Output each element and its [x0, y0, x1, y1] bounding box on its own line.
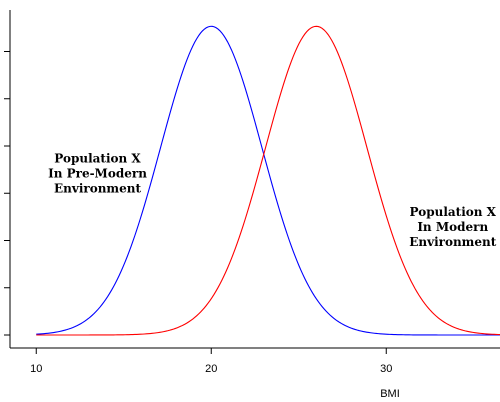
series-line-0: [36, 25, 500, 336]
series-layer: [36, 25, 500, 336]
x-tick-label-0: 10: [30, 363, 42, 375]
y-ticks: [4, 51, 10, 336]
axes: 10 20 30: [4, 10, 500, 375]
x-tick-label-1: 20: [205, 363, 217, 375]
annotation-1-line-2: Environment: [409, 235, 497, 249]
annotation-layer: Population XIn Pre-ModernEnvironmentPopu…: [48, 152, 497, 250]
x-axis-label: BMI: [380, 388, 400, 400]
annotation-0-line-2: Environment: [54, 182, 142, 196]
annotation-1-line-0: Population X: [410, 205, 497, 219]
annotation-0-line-1: In Pre-Modern: [48, 167, 147, 181]
annotation-0-line-0: Population X: [54, 152, 141, 166]
x-tick-label-2: 30: [380, 363, 392, 375]
x-ticks: 10 20 30: [30, 348, 392, 375]
annotation-1-line-1: In Modern: [417, 220, 488, 234]
series-line-1: [36, 25, 500, 336]
